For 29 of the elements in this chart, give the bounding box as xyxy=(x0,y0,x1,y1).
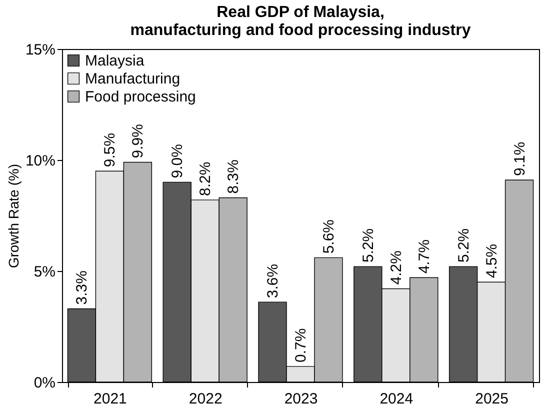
x-tick-label: 2025 xyxy=(475,390,508,408)
data-label: 3.3% xyxy=(74,270,91,305)
x-tick-label: 2022 xyxy=(188,390,222,408)
data-label: 9.1% xyxy=(511,142,528,176)
data-label: 9.5% xyxy=(102,132,119,168)
legend-label: Manufacturing xyxy=(85,70,180,88)
y-axis-title: Growth Rate (%) xyxy=(5,164,22,268)
x-tick-label: 2024 xyxy=(380,390,414,408)
data-label: 9.0% xyxy=(169,144,186,178)
y-tick-label: 0% xyxy=(34,374,56,392)
x-tick-label: 2023 xyxy=(284,390,318,408)
chart-title: Real GDP of Malaysia, manufacturing and food processing industry xyxy=(130,4,471,39)
data-label: 8.2% xyxy=(197,162,214,196)
data-label: 4.2% xyxy=(388,250,405,285)
y-tick-label: 15% xyxy=(25,42,56,58)
data-label: 4.7% xyxy=(416,239,433,274)
legend-label: Malaysia xyxy=(85,52,145,70)
data-label: 0.7% xyxy=(292,328,310,362)
legend-label: Food processing xyxy=(85,88,196,106)
data-label: 4.5% xyxy=(483,244,500,278)
y-tick-label: 10% xyxy=(25,152,56,170)
x-tick-label: 2021 xyxy=(94,390,127,408)
data-label: 5.2% xyxy=(360,228,377,263)
data-label: 8.3% xyxy=(225,160,242,194)
data-label: 5.6% xyxy=(320,219,338,254)
data-label: 3.6% xyxy=(264,264,282,298)
data-label: 5.2% xyxy=(455,228,472,263)
y-tick-label: 5% xyxy=(34,264,56,280)
data-label: 9.9% xyxy=(130,124,147,158)
